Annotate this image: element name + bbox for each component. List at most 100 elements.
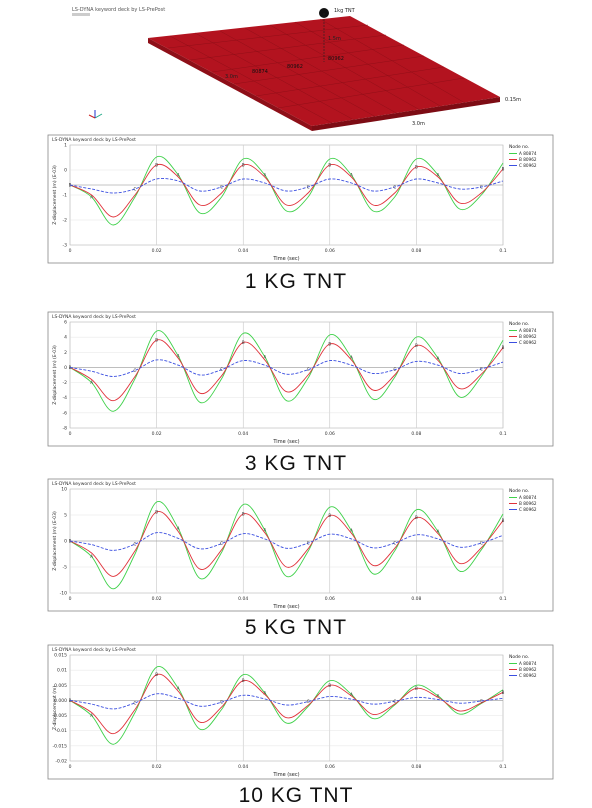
x-axis-label: Time (sec) [272,604,299,610]
series-point-marker: B [502,345,505,350]
series-point-marker: B [328,513,331,518]
legend-entry: B 80962 [519,334,537,339]
series-point-marker: C [134,368,137,373]
y-tick-label: 1 [64,143,67,149]
series-point-marker: A [263,528,266,533]
chart-title: LS-DYNA keyword deck by LS-PrePost [52,647,136,653]
chart-panel-2: LS-DYNA keyword deck by LS-PrePost 0 0.02 0… [47,311,554,447]
legend-entry: B 80962 [519,157,537,162]
series-point-marker: C [393,699,396,704]
x-tick-label: 0 [69,764,72,770]
x-tick-label: 0 [69,248,72,254]
series-line-1 [69,330,504,412]
chart-3kg: LS-DYNA keyword deck by LS-PrePost 0 0.02 0… [47,311,554,447]
series-point-marker: C [307,185,310,190]
plate-mesh [167,18,466,124]
chart-5kg: LS-DYNA keyword deck by LS-PrePost 0 0.02 0… [47,478,554,612]
caption-10kg: 10 KG TNT [238,784,354,807]
plate-side-edge [148,38,312,131]
chart-1kg: LS-DYNA keyword deck by LS-PrePost 0 0.02 0… [47,134,554,264]
legend-entry: C 80962 [519,163,537,168]
series-line-2 [69,339,504,402]
plot-area [69,654,504,762]
y-tick-label: -10 [60,591,67,597]
series-point-marker: C [220,541,223,546]
series-point-marker: A [90,713,93,718]
series-point-marker: A [263,354,266,359]
x-tick-label: 0 [69,596,72,602]
series-point-marker: C [480,366,483,371]
y-axis-label: Z-displacement (m) (E-03) [52,345,58,405]
y-tick-label: 5 [64,513,67,519]
chart-panel-4: LS-DYNA keyword deck by LS-PrePost 0 0.02 0… [47,644,554,780]
y-tick-label: -0.01 [55,728,67,734]
plot-area [69,321,504,429]
x-tick-label: 0.04 [238,248,248,254]
legend-entry: A 80874 [519,495,537,500]
chart-panel-1: LS-DYNA keyword deck by LS-PrePost 0 0.02 0… [47,134,554,264]
y-tick-label: 0 [64,365,67,371]
series-point-marker: C [307,367,310,372]
series-point-marker: C [134,542,137,547]
y-tick-label: -8 [63,426,68,432]
x-axis-label: Time (sec) [272,772,299,778]
legend-entry: B 80962 [519,667,537,672]
series-line-3 [69,178,504,194]
legend-title: Node no. [509,144,529,150]
series-point-marker: A [177,686,180,691]
series-point-marker: A [177,526,180,531]
legend-title: Node no. [509,654,529,660]
x-tick-label: 0.02 [152,248,162,254]
series-point-marker: C [134,187,137,192]
series-line-1 [69,155,504,226]
x-tick-label: 0.06 [325,431,335,437]
y-tick-label: 2 [64,350,67,356]
series-point-marker: A [177,354,180,359]
series-point-marker: B [415,686,418,691]
series-line-3 [69,359,504,377]
y-tick-label: -2 [63,380,68,386]
series-point-marker: C [393,185,396,190]
series-point-marker: A [437,693,440,698]
series-point-marker: B [328,341,331,346]
y-tick-label: -0.005 [52,713,67,719]
series-point-marker: B [155,672,158,677]
chart-title: LS-DYNA keyword deck by LS-PrePost [52,481,136,487]
chart-10kg: LS-DYNA keyword deck by LS-PrePost 0 0.02 0… [47,644,554,780]
series-point-marker: C [307,541,310,546]
series-line-2 [69,673,504,735]
series-point-marker: B [155,509,158,514]
series-point-marker: B [415,515,418,520]
model-title: LS-DYNA keyword deck by LS-PrePost [72,7,165,13]
model-title-underline [72,13,90,16]
y-tick-label: 0.015 [54,653,67,659]
legend-entry: A 80874 [519,661,537,666]
y-tick-label: 6 [64,320,67,326]
chart-title: LS-DYNA keyword deck by LS-PrePost [52,314,136,320]
series-point-marker: C [220,185,223,190]
series-point-marker: B [502,167,505,172]
series-point-marker: C [134,700,137,705]
y-tick-label: 0.01 [57,668,67,674]
plate-top-face [148,16,500,126]
series-point-marker: C [480,185,483,190]
series-point-marker: C [393,367,396,372]
charge-label: 1kg TNT [334,8,356,14]
node-label-1: 80874 [252,69,268,75]
series-point-marker: A [263,173,266,178]
series-point-marker: C [220,367,223,372]
series-point-marker: C [393,541,396,546]
series-point-marker: B [328,163,331,168]
plate-model-svg: LS-DYNA keyword deck by LS-PrePost 1kg T… [72,7,521,131]
series-point-marker: A [350,528,353,533]
caption-5kg: 5 KG TNT [244,616,348,639]
series-point-marker: A [263,690,266,695]
chart-title: LS-DYNA keyword deck by LS-PrePost [52,137,136,143]
chart-panel-3: LS-DYNA keyword deck by LS-PrePost 0 0.02 0… [47,478,554,612]
legend-entry: A 80874 [519,328,537,333]
series-line-2 [69,163,504,218]
y-tick-label: -0.015 [52,743,67,749]
series-point-marker: B [155,163,158,168]
x-tick-label: 0.06 [325,764,335,770]
legend-entry: C 80962 [519,340,537,345]
